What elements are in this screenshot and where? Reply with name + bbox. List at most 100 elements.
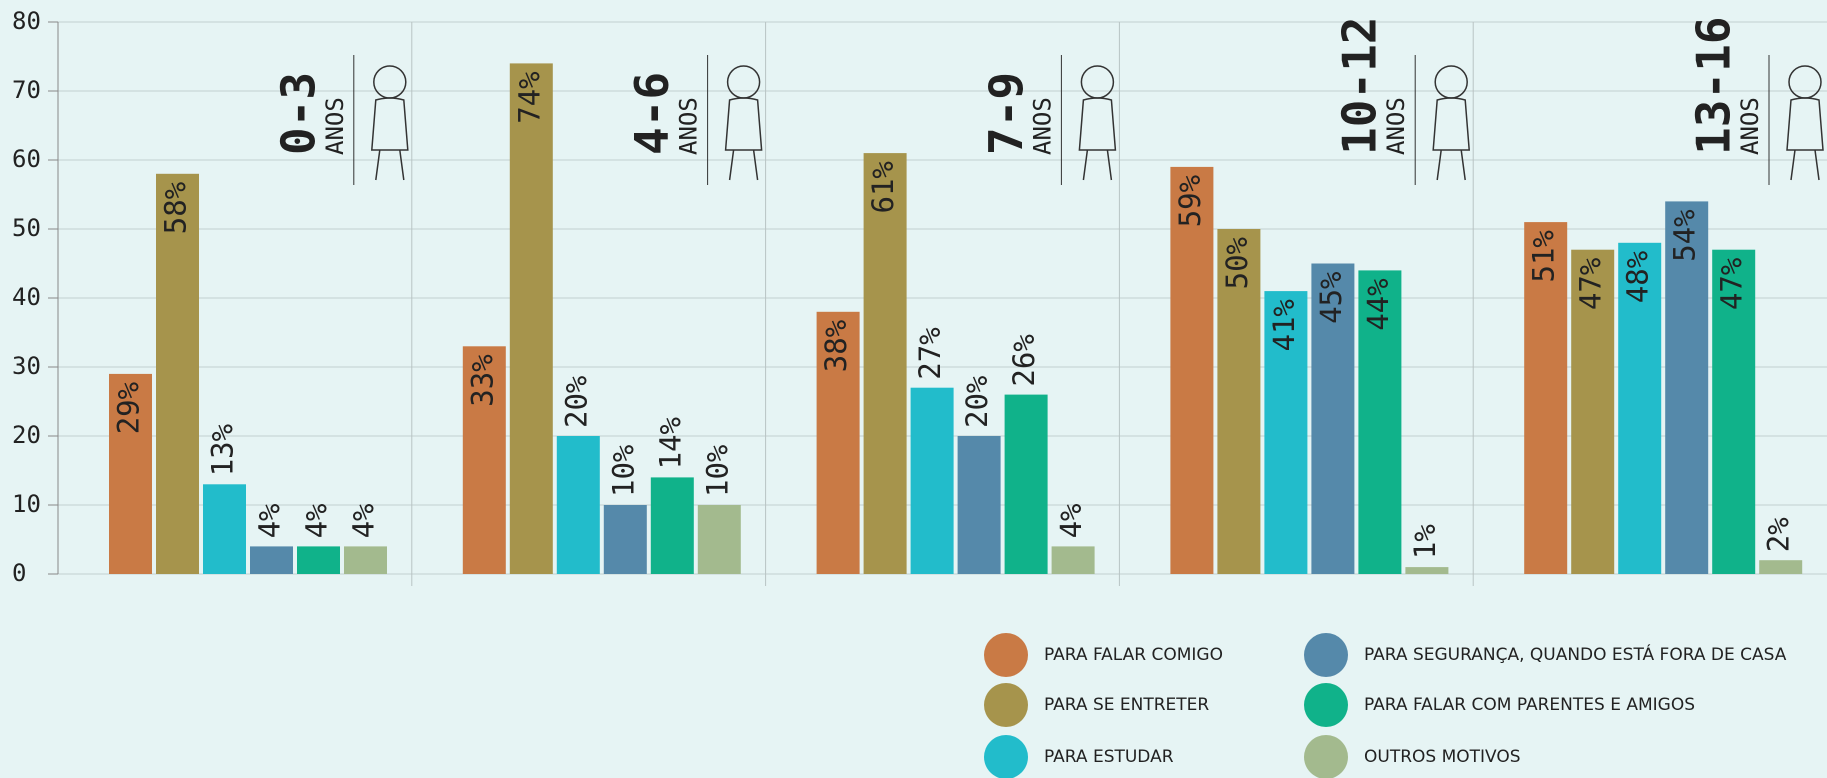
bar bbox=[1759, 560, 1803, 574]
bar bbox=[1004, 394, 1048, 574]
bar bbox=[556, 436, 600, 574]
bar bbox=[1618, 242, 1662, 575]
bar bbox=[250, 546, 293, 574]
bar bbox=[1405, 567, 1449, 574]
y-tick-label: 50 bbox=[12, 214, 41, 242]
bar bbox=[603, 505, 647, 574]
legend-label: PARA ESTUDAR bbox=[1044, 747, 1174, 767]
bar bbox=[509, 63, 553, 575]
bar bbox=[462, 346, 506, 574]
group-unit: ANOS bbox=[1736, 97, 1764, 155]
legend-swatch bbox=[984, 735, 1028, 778]
child-icon bbox=[1432, 65, 1471, 181]
legend-label: OUTROS MOTIVOS bbox=[1364, 747, 1521, 767]
legend-item: PARA FALAR COMIGO bbox=[984, 633, 1223, 677]
value-label: 4% bbox=[253, 503, 287, 538]
group-label: 10-12 bbox=[1333, 17, 1387, 155]
group-label: 0-3 bbox=[271, 72, 325, 155]
bar bbox=[1311, 263, 1355, 574]
value-label: 54% bbox=[1668, 209, 1702, 261]
icon-body bbox=[1078, 97, 1117, 181]
group-unit: ANOS bbox=[321, 97, 349, 155]
legend-item: PARA SEGURANÇA, QUANDO ESTÁ FORA DE CASA bbox=[1304, 633, 1787, 677]
value-label: 33% bbox=[465, 354, 499, 406]
value-label: 20% bbox=[559, 376, 593, 428]
value-label: 4% bbox=[347, 503, 381, 538]
icon-head bbox=[1434, 65, 1468, 99]
y-tick-label: 40 bbox=[12, 283, 41, 311]
legend-swatch bbox=[1304, 683, 1348, 727]
value-label: 27% bbox=[913, 327, 947, 379]
value-label: 38% bbox=[819, 320, 853, 372]
child-icon bbox=[1078, 65, 1117, 181]
bar bbox=[344, 546, 387, 574]
group-label: 7-9 bbox=[979, 72, 1033, 155]
legend-swatch bbox=[1304, 735, 1348, 778]
value-label: 58% bbox=[159, 182, 193, 234]
legend-swatch bbox=[1304, 633, 1348, 677]
child-icon bbox=[1786, 65, 1824, 181]
value-label: 13% bbox=[206, 424, 240, 476]
bar bbox=[109, 373, 152, 574]
value-label: 1% bbox=[1408, 524, 1442, 559]
bar bbox=[203, 484, 246, 574]
icon-head bbox=[726, 65, 761, 99]
group-unit: ANOS bbox=[675, 97, 703, 155]
value-label: 10% bbox=[700, 445, 734, 497]
value-label: 51% bbox=[1527, 230, 1561, 282]
group-label: 4-6 bbox=[625, 72, 679, 155]
bar bbox=[1051, 546, 1095, 574]
value-label: 20% bbox=[960, 376, 994, 428]
y-tick-label: 20 bbox=[12, 421, 41, 449]
value-label: 47% bbox=[1574, 258, 1608, 310]
value-label: 41% bbox=[1267, 299, 1301, 351]
bar bbox=[1264, 291, 1308, 574]
bar bbox=[1170, 166, 1214, 574]
legend-item: PARA ESTUDAR bbox=[984, 735, 1174, 778]
y-tick-label: 30 bbox=[12, 352, 41, 380]
group-unit: ANOS bbox=[1382, 97, 1410, 155]
value-label: 59% bbox=[1173, 175, 1207, 227]
value-label: 47% bbox=[1715, 258, 1749, 310]
y-tick-label: 10 bbox=[12, 490, 41, 518]
y-tick-label: 70 bbox=[12, 76, 41, 104]
bar bbox=[697, 505, 741, 574]
value-label: 61% bbox=[866, 161, 900, 213]
value-label: 74% bbox=[512, 71, 546, 123]
child-icon bbox=[370, 65, 409, 181]
icon-head bbox=[1788, 65, 1822, 99]
bar bbox=[1571, 249, 1615, 574]
bar bbox=[957, 436, 1001, 574]
bar bbox=[863, 153, 907, 574]
group-unit: ANOS bbox=[1028, 97, 1056, 155]
value-label: 29% bbox=[112, 382, 146, 434]
legend-item: OUTROS MOTIVOS bbox=[1304, 735, 1521, 778]
y-tick-label: 80 bbox=[12, 7, 41, 35]
value-label: 4% bbox=[1054, 503, 1088, 538]
legend-label: PARA SEGURANÇA, QUANDO ESTÁ FORA DE CASA bbox=[1364, 643, 1787, 665]
icon-body bbox=[1786, 97, 1824, 181]
value-label: 44% bbox=[1361, 278, 1395, 330]
bar bbox=[910, 387, 954, 574]
value-label: 4% bbox=[300, 503, 334, 538]
bar bbox=[650, 477, 694, 574]
value-label: 14% bbox=[653, 417, 687, 469]
legend-item: PARA SE ENTRETER bbox=[984, 683, 1209, 727]
bar bbox=[1524, 222, 1568, 574]
icon-head bbox=[373, 65, 407, 99]
y-tick-label: 0 bbox=[12, 559, 26, 587]
child-icon bbox=[724, 65, 763, 181]
value-label: 50% bbox=[1220, 237, 1254, 289]
value-label: 48% bbox=[1621, 251, 1655, 303]
legend-label: PARA SE ENTRETER bbox=[1044, 695, 1209, 715]
legend-swatch bbox=[984, 683, 1028, 727]
y-tick-label: 60 bbox=[12, 145, 41, 173]
bar bbox=[816, 311, 860, 574]
bar bbox=[1217, 229, 1261, 574]
value-label: 26% bbox=[1007, 334, 1041, 386]
group-label: 13-16 bbox=[1687, 17, 1741, 155]
legend-item: PARA FALAR COM PARENTES E AMIGOS bbox=[1304, 683, 1695, 727]
value-label: 10% bbox=[606, 445, 640, 497]
bar bbox=[1358, 270, 1402, 574]
